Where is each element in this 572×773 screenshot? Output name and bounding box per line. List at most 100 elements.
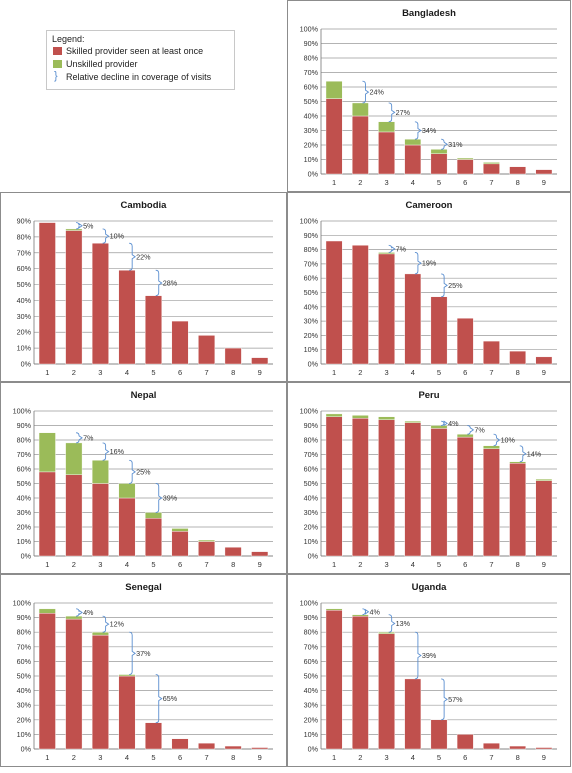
xtick-label-nepal-3: 3 [98,560,102,569]
bar-cameroon-s0-4 [404,273,422,365]
bar-peru-s1-8 [509,461,526,464]
ytick-label-cameroon-60: 60% [304,274,319,283]
ytick-label-peru-20: 20% [304,523,319,532]
bar-senegal-s1-1 [38,608,56,614]
bar-senegal-s0-8 [224,745,242,750]
bar-bangladesh-s0-6 [456,159,474,175]
legend-label-decline: Relative decline in coverage of visits [66,72,212,82]
decline-label-cambodia-1: 10% [110,232,125,241]
legend-item-decline: } Relative decline in coverage of visits [54,70,212,83]
ytick-label-cameroon-80: 80% [304,245,319,254]
chart-cambodia: Cambodia 0% 10% 20% 30% 40% 50% 60% 70% 80% 90% 1 2 3… [0,192,287,382]
bar-peru-s1-9 [535,478,553,481]
decline-bracket-nepal-0 [76,432,83,444]
decline-label-senegal-1: 12% [110,620,125,629]
xtick-label-bangladesh-7: 7 [489,178,493,187]
decline-bracket-cambodia-1 [102,228,110,244]
xtick-label-cambodia-2: 2 [72,368,76,377]
xtick-label-uganda-4: 4 [411,753,415,762]
xtick-label-bangladesh-2: 2 [358,178,362,187]
xtick-label-peru-9: 9 [542,560,546,569]
decline-label-uganda-2: 39% [422,651,437,660]
decline-label-peru-3: 14% [527,449,542,458]
ytick-label-senegal-70: 70% [17,642,32,651]
xtick-label-uganda-1: 1 [332,753,336,762]
decline-bracket-cameroon-1 [414,252,422,275]
ytick-label-senegal-80: 80% [17,628,32,637]
ytick-label-nepal-60: 60% [17,465,32,474]
bar-senegal-s0-9 [251,747,269,750]
xtick-label-bangladesh-4: 4 [411,178,415,187]
bar-cameroon-s0-1 [325,240,343,365]
bar-peru-s1-3 [378,416,395,420]
ytick-label-cambodia-70: 70% [17,248,32,257]
bar-peru-s1-1 [325,413,343,417]
ytick-label-nepal-0: 0% [21,552,32,561]
xtick-label-nepal-8: 8 [231,560,235,569]
bar-senegal-s1-4 [118,674,136,677]
xtick-label-senegal-1: 1 [45,753,49,762]
xtick-label-nepal-1: 1 [45,560,49,569]
decline-label-nepal-3: 39% [163,494,178,503]
chart-title-bangladesh: Bangladesh [402,8,456,19]
xtick-label-senegal-5: 5 [151,753,155,762]
ytick-label-cameroon-90: 90% [304,231,319,240]
xtick-label-peru-7: 7 [489,560,493,569]
bar-peru-s0-6 [456,436,474,557]
decline-label-cameroon-2: 25% [448,281,463,290]
decline-label-peru-1: 7% [474,425,485,434]
decline-label-cameroon-0: 7% [396,244,407,253]
bar-senegal-s0-4 [118,675,136,750]
xtick-label-peru-4: 4 [411,560,415,569]
xtick-label-cameroon-8: 8 [516,368,520,377]
chart-title-senegal: Senegal [125,582,161,593]
bar-bangladesh-s1-7 [483,162,500,165]
xtick-label-cambodia-7: 7 [205,368,209,377]
bar-nepal-s1-3 [91,460,109,484]
bar-senegal-s0-3 [91,634,109,750]
decline-bracket-cambodia-3 [155,269,163,297]
bar-bangladesh-s0-2 [352,115,369,175]
ytick-label-peru-10: 10% [304,537,319,546]
ytick-label-bangladesh-10: 10% [304,155,319,164]
ytick-label-cambodia-30: 30% [17,312,32,321]
bar-nepal-s1-2 [65,442,83,475]
ytick-label-cameroon-20: 20% [304,331,319,340]
xtick-label-senegal-8: 8 [231,753,235,762]
bar-senegal-s0-1 [38,613,56,750]
xtick-label-nepal-2: 2 [72,560,76,569]
bar-cambodia-s0-8 [224,347,242,365]
bar-senegal-s0-6 [171,738,189,750]
bar-cameroon-s0-9 [535,356,553,365]
bar-cambodia-s0-7 [198,335,216,365]
xtick-label-peru-5: 5 [437,560,441,569]
bar-cameroon-s0-5 [430,296,448,365]
ytick-label-cameroon-10: 10% [304,345,319,354]
bar-cambodia-s0-3 [91,243,109,365]
decline-label-senegal-2: 37% [136,649,151,658]
xtick-label-cameroon-3: 3 [384,368,388,377]
decline-label-cameroon-1: 19% [422,259,437,268]
decline-label-bangladesh-2: 34% [422,126,437,135]
decline-label-uganda-1: 13% [396,619,411,628]
ytick-label-senegal-40: 40% [17,686,32,695]
decline-bracket-senegal-1 [102,615,110,633]
legend-label-unskilled: Unskilled provider [66,59,138,69]
bar-nepal-s1-1 [38,432,56,473]
ytick-label-bangladesh-30: 30% [304,126,319,135]
xtick-label-bangladesh-5: 5 [437,178,441,187]
bar-bangladesh-s0-1 [325,98,343,175]
decline-label-senegal-0: 4% [83,608,94,617]
xtick-label-bangladesh-3: 3 [384,178,388,187]
bar-peru-s1-4 [404,420,422,423]
xtick-label-senegal-4: 4 [125,753,129,762]
xtick-label-cameroon-2: 2 [358,368,362,377]
ytick-label-cambodia-0: 0% [21,360,32,369]
bar-bangladesh-s0-4 [404,144,422,175]
ytick-label-senegal-10: 10% [17,730,32,739]
bar-cameroon-s0-6 [456,318,474,365]
ytick-label-senegal-0: 0% [21,745,32,754]
ytick-label-cameroon-50: 50% [304,288,319,297]
xtick-label-cambodia-3: 3 [98,368,102,377]
ytick-label-senegal-30: 30% [17,701,32,710]
